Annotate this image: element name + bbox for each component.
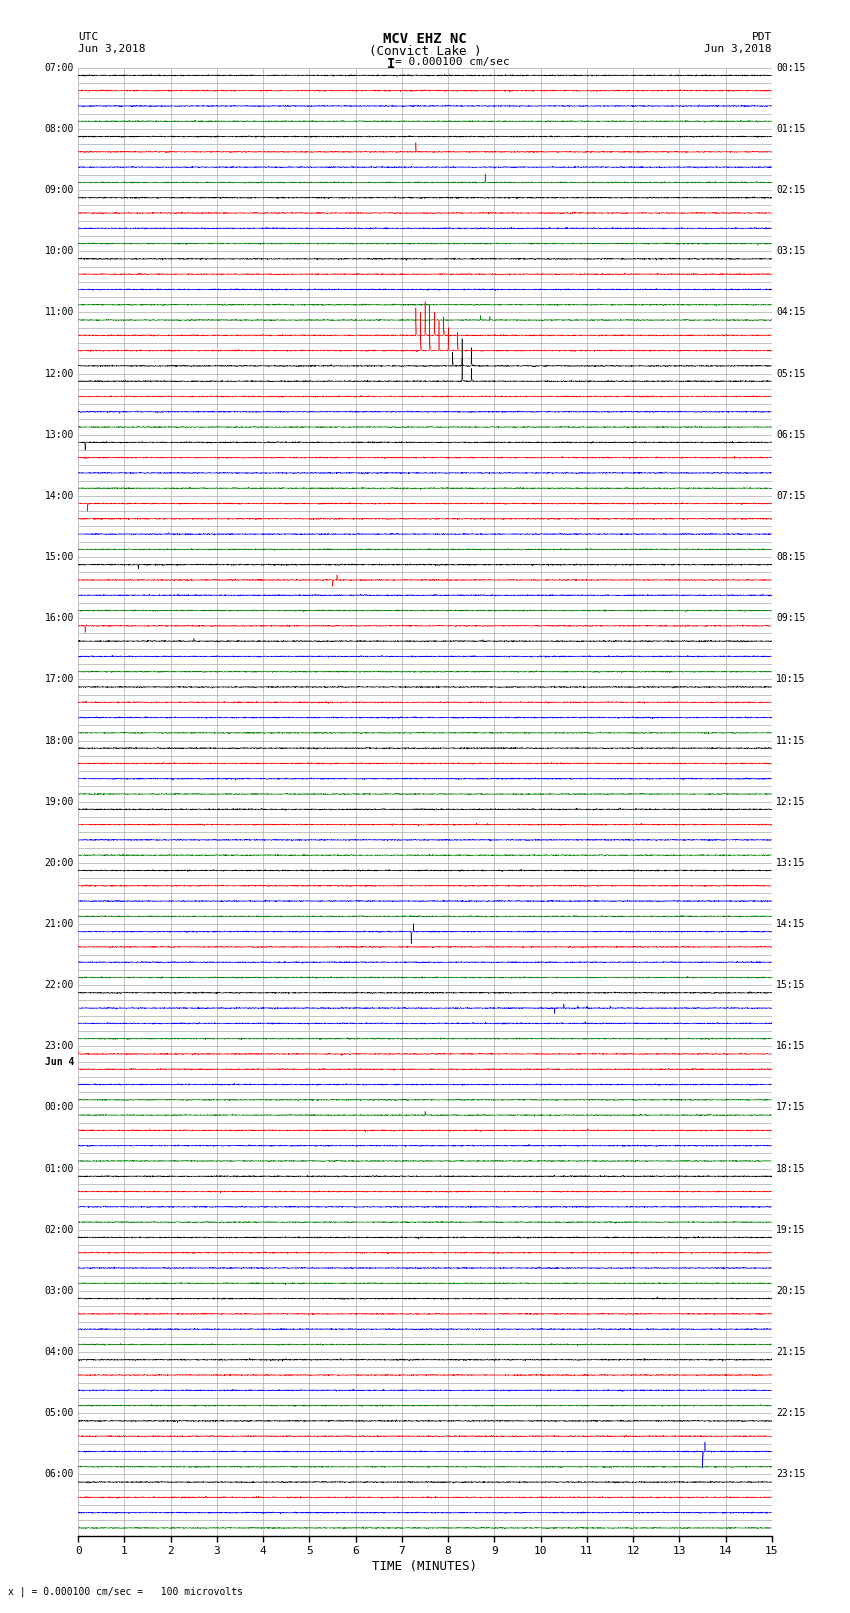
Text: 14:00: 14:00 [44, 490, 74, 502]
Text: 13:00: 13:00 [44, 429, 74, 440]
Text: 20:00: 20:00 [44, 858, 74, 868]
Text: 14:15: 14:15 [776, 919, 806, 929]
Text: 09:00: 09:00 [44, 185, 74, 195]
Text: 01:00: 01:00 [44, 1163, 74, 1174]
Text: 03:15: 03:15 [776, 247, 806, 256]
Text: 16:15: 16:15 [776, 1042, 806, 1052]
Text: 12:15: 12:15 [776, 797, 806, 806]
Text: MCV EHZ NC: MCV EHZ NC [383, 32, 467, 47]
Text: 08:00: 08:00 [44, 124, 74, 134]
Text: Jun 4: Jun 4 [44, 1057, 74, 1066]
Text: 10:00: 10:00 [44, 247, 74, 256]
Text: = 0.000100 cm/sec: = 0.000100 cm/sec [395, 58, 510, 68]
Text: 11:15: 11:15 [776, 736, 806, 745]
Text: 11:00: 11:00 [44, 308, 74, 318]
Text: 08:15: 08:15 [776, 552, 806, 561]
Text: 13:15: 13:15 [776, 858, 806, 868]
Text: 21:15: 21:15 [776, 1347, 806, 1357]
Text: I: I [387, 58, 395, 71]
Text: 22:00: 22:00 [44, 981, 74, 990]
Text: 17:00: 17:00 [44, 674, 74, 684]
Text: (Convict Lake ): (Convict Lake ) [369, 45, 481, 58]
Text: 05:00: 05:00 [44, 1408, 74, 1418]
Text: 22:15: 22:15 [776, 1408, 806, 1418]
Text: Jun 3,2018: Jun 3,2018 [78, 44, 145, 53]
Text: 05:15: 05:15 [776, 368, 806, 379]
Text: 20:15: 20:15 [776, 1286, 806, 1295]
Text: 04:00: 04:00 [44, 1347, 74, 1357]
Text: 02:00: 02:00 [44, 1224, 74, 1236]
X-axis label: TIME (MINUTES): TIME (MINUTES) [372, 1560, 478, 1573]
Text: 07:15: 07:15 [776, 490, 806, 502]
Text: 17:15: 17:15 [776, 1102, 806, 1113]
Text: 04:15: 04:15 [776, 308, 806, 318]
Text: 06:15: 06:15 [776, 429, 806, 440]
Text: 00:15: 00:15 [776, 63, 806, 73]
Text: 19:00: 19:00 [44, 797, 74, 806]
Text: 19:15: 19:15 [776, 1224, 806, 1236]
Text: 02:15: 02:15 [776, 185, 806, 195]
Text: x | = 0.000100 cm/sec =   100 microvolts: x | = 0.000100 cm/sec = 100 microvolts [8, 1586, 243, 1597]
Text: 01:15: 01:15 [776, 124, 806, 134]
Text: 23:00: 23:00 [44, 1042, 74, 1052]
Text: 23:15: 23:15 [776, 1469, 806, 1479]
Text: 18:15: 18:15 [776, 1163, 806, 1174]
Text: 12:00: 12:00 [44, 368, 74, 379]
Text: 10:15: 10:15 [776, 674, 806, 684]
Text: PDT: PDT [751, 32, 772, 42]
Text: 00:00: 00:00 [44, 1102, 74, 1113]
Text: 16:00: 16:00 [44, 613, 74, 623]
Text: 15:00: 15:00 [44, 552, 74, 561]
Text: 18:00: 18:00 [44, 736, 74, 745]
Text: 07:00: 07:00 [44, 63, 74, 73]
Text: 15:15: 15:15 [776, 981, 806, 990]
Text: Jun 3,2018: Jun 3,2018 [705, 44, 772, 53]
Text: 06:00: 06:00 [44, 1469, 74, 1479]
Text: 03:00: 03:00 [44, 1286, 74, 1295]
Text: UTC: UTC [78, 32, 99, 42]
Text: 21:00: 21:00 [44, 919, 74, 929]
Text: 09:15: 09:15 [776, 613, 806, 623]
